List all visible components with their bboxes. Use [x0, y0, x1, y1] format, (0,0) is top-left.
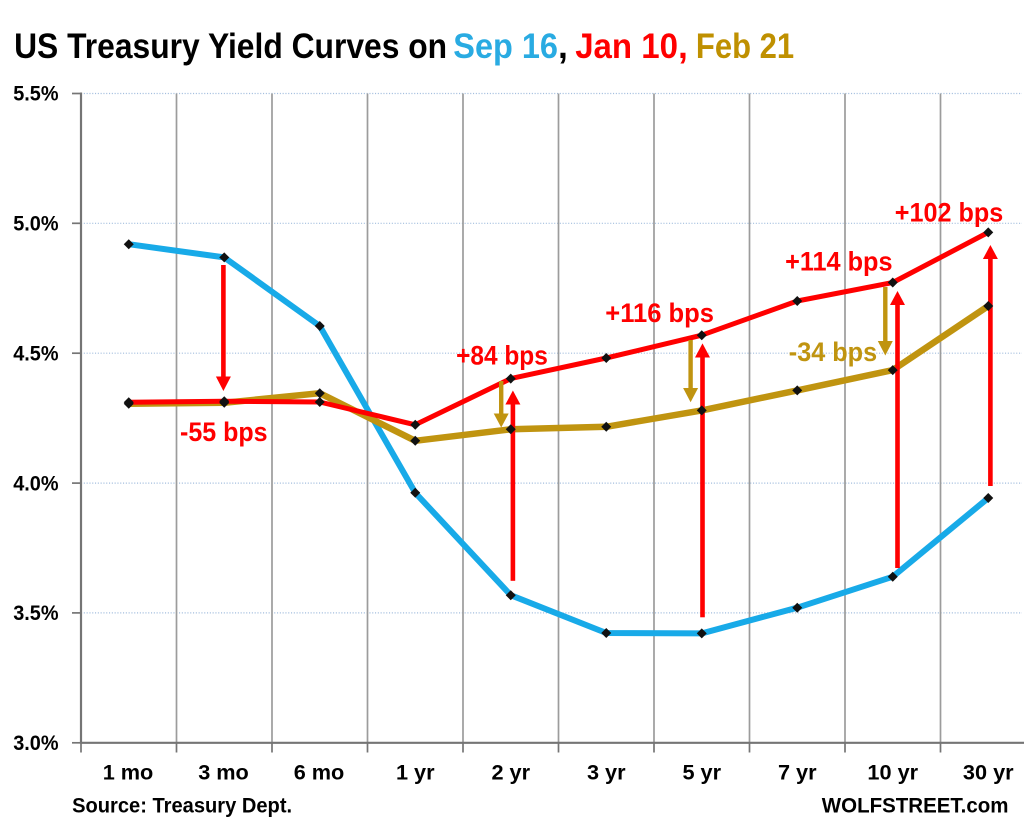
- svg-text:+114 bps: +114 bps: [785, 246, 892, 276]
- svg-text:4.0%: 4.0%: [13, 470, 58, 495]
- svg-text:-55 bps: -55 bps: [180, 417, 268, 447]
- svg-text:3 mo: 3 mo: [198, 759, 249, 784]
- svg-text:5.0%: 5.0%: [13, 211, 58, 236]
- svg-text:,: ,: [558, 26, 568, 66]
- svg-text:WOLFSTREET.com: WOLFSTREET.com: [822, 793, 1009, 818]
- svg-text:3 yr: 3 yr: [587, 759, 626, 784]
- svg-text:Sep 16: Sep 16: [453, 26, 558, 66]
- svg-text:Source: Treasury Dept.: Source: Treasury Dept.: [72, 794, 292, 818]
- svg-text:-34 bps: -34 bps: [789, 337, 877, 367]
- svg-text:+84 bps: +84 bps: [456, 341, 548, 371]
- svg-text:5.5%: 5.5%: [13, 81, 58, 106]
- svg-text:+116 bps: +116 bps: [605, 298, 714, 328]
- svg-text:1 mo: 1 mo: [103, 759, 154, 784]
- svg-text:US Treasury Yield Curves on: US Treasury Yield Curves on: [14, 26, 447, 66]
- svg-text:10 yr: 10 yr: [867, 759, 918, 784]
- svg-text:5 yr: 5 yr: [682, 759, 721, 784]
- svg-text:,: ,: [678, 26, 688, 66]
- svg-text:Jan 10: Jan 10: [575, 26, 678, 66]
- svg-text:7 yr: 7 yr: [778, 759, 817, 784]
- svg-text:2 yr: 2 yr: [491, 759, 530, 784]
- svg-text:+102 bps: +102 bps: [895, 197, 1003, 227]
- svg-text:Feb 21: Feb 21: [696, 26, 794, 66]
- svg-text:1 yr: 1 yr: [396, 759, 435, 784]
- svg-text:3.5%: 3.5%: [13, 600, 58, 625]
- svg-text:3.0%: 3.0%: [13, 730, 58, 755]
- svg-text:4.5%: 4.5%: [13, 340, 58, 365]
- svg-text:6 mo: 6 mo: [294, 759, 345, 784]
- svg-text:30 yr: 30 yr: [963, 759, 1014, 784]
